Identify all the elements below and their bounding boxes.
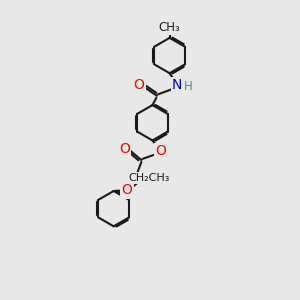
Text: CH₂CH₃: CH₂CH₃ bbox=[128, 173, 170, 183]
Text: N: N bbox=[172, 79, 182, 92]
Text: O: O bbox=[119, 142, 130, 155]
Text: O: O bbox=[121, 181, 132, 195]
Text: O: O bbox=[122, 184, 133, 197]
Text: CH₃: CH₃ bbox=[159, 21, 181, 34]
Text: H: H bbox=[184, 80, 192, 93]
Text: O: O bbox=[156, 144, 167, 158]
Text: O: O bbox=[134, 78, 144, 92]
